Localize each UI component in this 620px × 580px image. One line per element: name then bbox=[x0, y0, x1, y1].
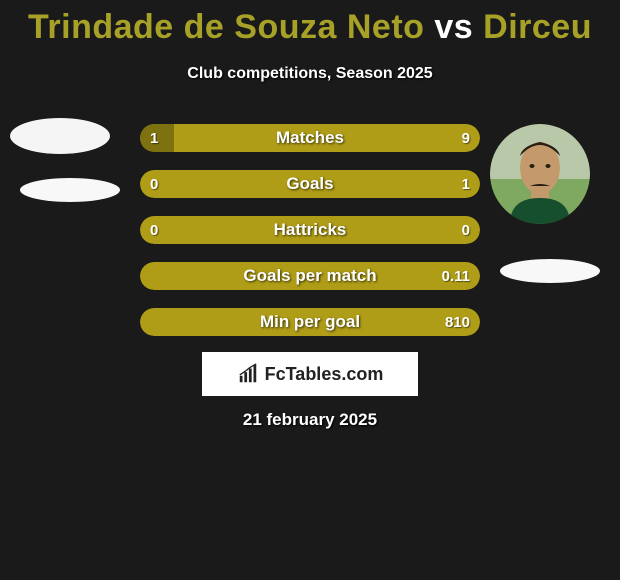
player1-avatar bbox=[10, 118, 110, 154]
stat-label: Min per goal bbox=[140, 308, 480, 336]
player1-shadow bbox=[20, 178, 120, 202]
player2-shadow bbox=[500, 259, 600, 283]
player2-avatar bbox=[490, 124, 590, 224]
stat-bar: 0.11Goals per match bbox=[140, 262, 480, 290]
stat-bar: 01Goals bbox=[140, 170, 480, 198]
stat-label: Goals per match bbox=[140, 262, 480, 290]
stat-bar: 810Min per goal bbox=[140, 308, 480, 336]
stat-label: Matches bbox=[140, 124, 480, 152]
vs-text: vs bbox=[434, 8, 473, 46]
logo-text: FcTables.com bbox=[265, 364, 384, 385]
stat-label: Goals bbox=[140, 170, 480, 198]
comparison-title: Trindade de Souza Neto vs Dirceu bbox=[0, 0, 620, 47]
date-text: 21 february 2025 bbox=[0, 410, 620, 430]
player2-name: Dirceu bbox=[483, 8, 592, 46]
chart-icon bbox=[237, 363, 259, 385]
player1-name: Trindade de Souza Neto bbox=[28, 8, 424, 46]
fctables-logo[interactable]: FcTables.com bbox=[202, 352, 418, 396]
subtitle: Club competitions, Season 2025 bbox=[0, 65, 620, 83]
stat-bar: 19Matches bbox=[140, 124, 480, 152]
stat-bar: 00Hattricks bbox=[140, 216, 480, 244]
stat-label: Hattricks bbox=[140, 216, 480, 244]
stat-bars: 19Matches 01Goals 00Hattricks 0.11Goals per… bbox=[140, 124, 480, 354]
